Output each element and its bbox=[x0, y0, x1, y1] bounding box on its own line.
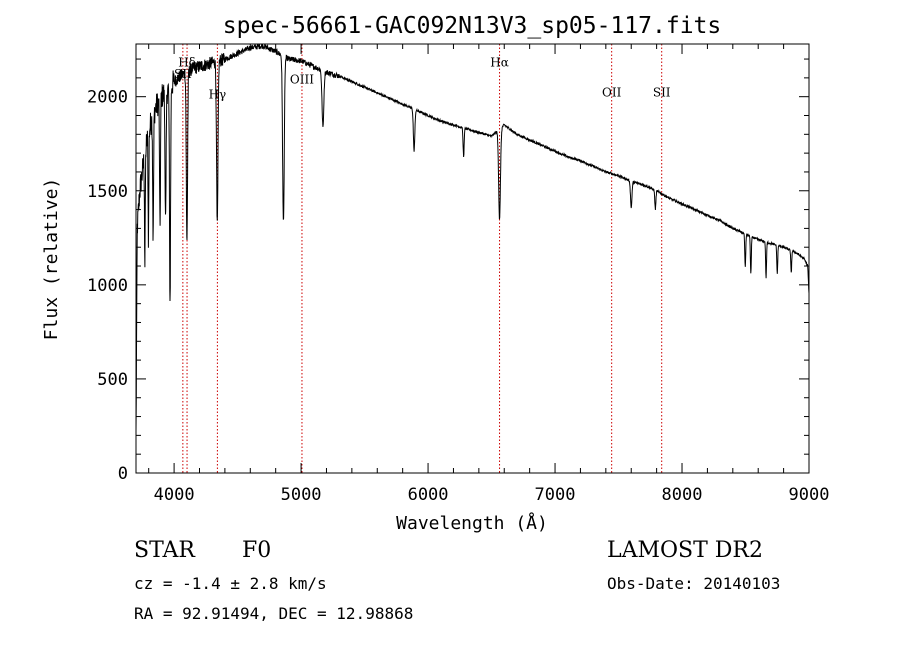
object-class: STAR bbox=[134, 538, 195, 563]
y-axis-label: Flux (relative) bbox=[41, 178, 62, 341]
redshift-readout: cz = -1.4 ± 2.8 km/s bbox=[134, 574, 327, 593]
x-tick-label: 4000 bbox=[154, 485, 195, 505]
plot-frame bbox=[135, 43, 810, 474]
x-axis-ticks: 4000 5000 6000 7000 8000 9000 bbox=[148, 44, 830, 505]
line-marker-label: Hα bbox=[490, 56, 509, 70]
line-marker-label: OII bbox=[602, 86, 622, 100]
x-tick-label: 5000 bbox=[281, 485, 322, 505]
line-marker-label: Hδ bbox=[178, 56, 196, 70]
obs-date: Obs-Date: 20140103 bbox=[607, 574, 781, 593]
line-marker-label: SII bbox=[653, 86, 671, 100]
x-tick-label: 6000 bbox=[408, 485, 449, 505]
x-tick-label: 9000 bbox=[789, 485, 830, 505]
line-marker-label: Hγ bbox=[209, 88, 227, 102]
y-tick-label: 0 bbox=[118, 464, 128, 484]
chart-title: spec-56661-GAC092N13V3_sp05-117.fits bbox=[223, 13, 722, 39]
x-axis-label: Wavelength (Å) bbox=[396, 512, 548, 534]
y-tick-label: 500 bbox=[97, 370, 128, 390]
y-tick-label: 2000 bbox=[87, 88, 128, 108]
x-tick-label: 7000 bbox=[535, 485, 576, 505]
survey-name: LAMOST DR2 bbox=[607, 538, 763, 563]
spectrum-line bbox=[135, 43, 810, 432]
coordinates: RA = 92.91494, DEC = 12.98868 bbox=[134, 604, 414, 623]
y-tick-label: 1500 bbox=[87, 182, 128, 202]
y-tick-label: 1000 bbox=[87, 276, 128, 296]
x-tick-label: 8000 bbox=[662, 485, 703, 505]
y-axis-ticks: 0 500 1000 1500 2000 bbox=[87, 58, 809, 484]
object-subclass: F0 bbox=[242, 538, 272, 563]
line-marker-label: OIII bbox=[290, 73, 314, 87]
